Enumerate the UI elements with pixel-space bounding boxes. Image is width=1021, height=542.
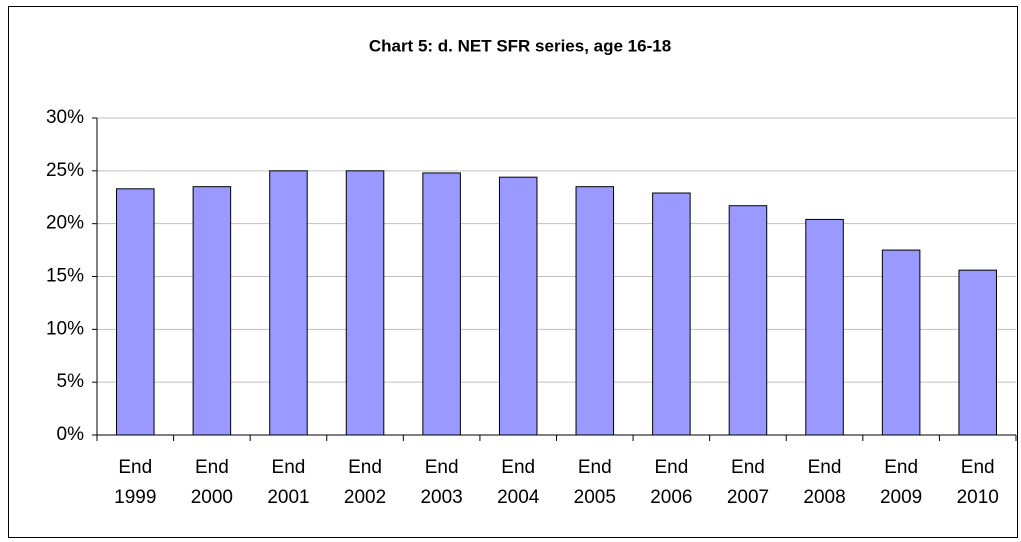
x-tick-label: End 2007 bbox=[727, 457, 769, 508]
y-tick-label: 0% bbox=[57, 424, 85, 445]
bar bbox=[728, 205, 768, 436]
y-tick-label: 10% bbox=[46, 318, 84, 339]
y-tick-label: 30% bbox=[46, 107, 84, 128]
y-tick-label: 15% bbox=[46, 266, 84, 287]
x-tick-label: End 2010 bbox=[957, 457, 999, 508]
bar bbox=[345, 170, 385, 436]
x-tick-label: End 2005 bbox=[574, 457, 616, 508]
bar bbox=[652, 192, 691, 436]
x-tick-label: End 2004 bbox=[497, 457, 540, 508]
x-tick-label: End 2000 bbox=[191, 457, 233, 508]
bar bbox=[422, 172, 461, 436]
chart-title: Chart 5: d. NET SFR series, age 16-18 bbox=[369, 36, 671, 55]
x-tick-label: End 2001 bbox=[267, 457, 309, 508]
y-tick-label: 20% bbox=[46, 213, 84, 234]
y-tick-label: 5% bbox=[57, 371, 85, 392]
x-tick-label: End 1999 bbox=[114, 457, 156, 508]
x-tick-label: End 2002 bbox=[344, 457, 386, 508]
x-tick-label: End 2006 bbox=[650, 457, 692, 508]
x-tick-label: End 2009 bbox=[880, 457, 922, 508]
bar bbox=[116, 188, 155, 436]
bar bbox=[192, 186, 232, 436]
bar bbox=[881, 249, 921, 436]
bar bbox=[575, 186, 615, 436]
bar bbox=[498, 176, 538, 436]
bar bbox=[269, 170, 308, 436]
bar bbox=[958, 269, 997, 436]
x-tick-label: End 2003 bbox=[420, 457, 462, 508]
bar bbox=[805, 218, 844, 436]
y-tick-label: 25% bbox=[46, 160, 84, 181]
x-tick-label: End 2008 bbox=[803, 457, 845, 508]
